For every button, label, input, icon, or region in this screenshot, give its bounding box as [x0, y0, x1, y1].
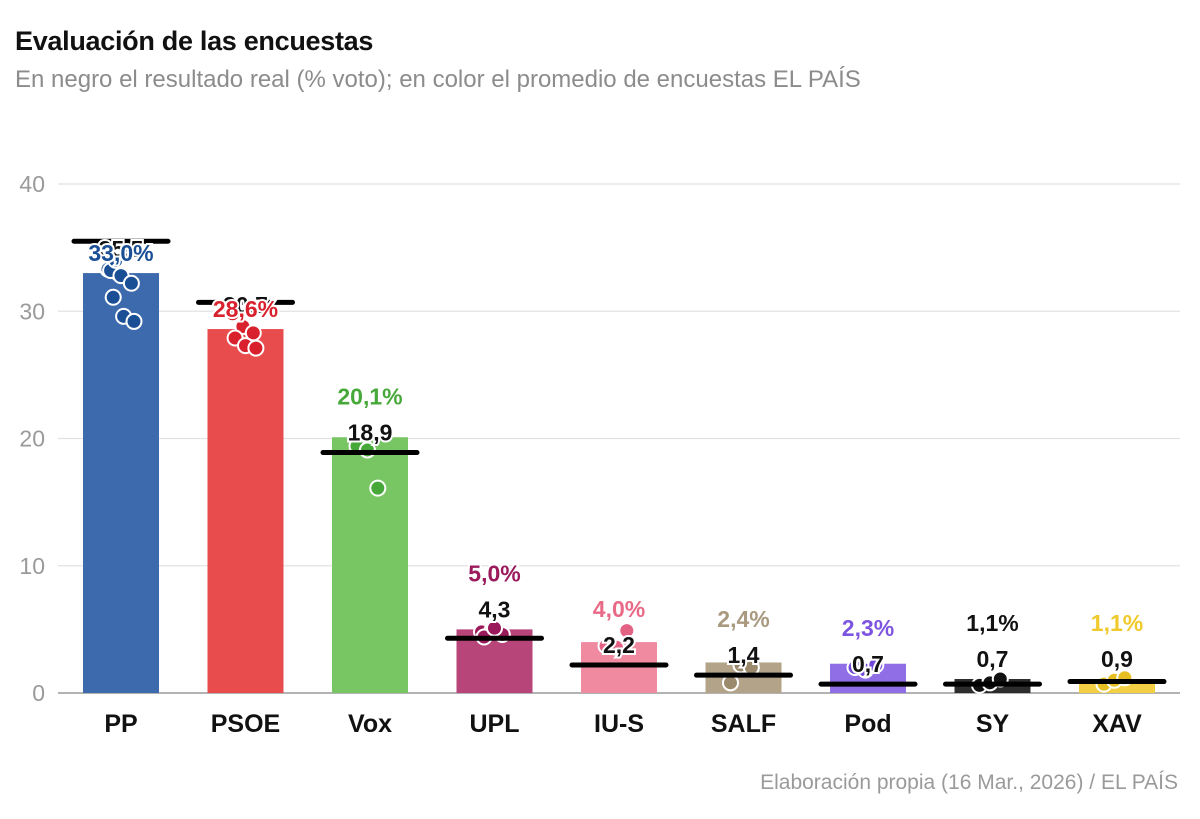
poll-point-pp: [122, 274, 140, 292]
poll-average-label-sy: 1,1%: [966, 610, 1018, 636]
poll-average-label-vox: 20,1%: [337, 383, 402, 409]
poll-average-label-pod: 2,3%: [842, 615, 894, 641]
y-tick-label: 10: [19, 553, 45, 579]
source-note: Elaboración propia (16 Mar., 2026) / EL …: [760, 771, 1178, 794]
bar-vox: [332, 437, 408, 693]
axis-labels: 0 10 20 30 40 PP PSOE Vox UPL IU-S SALF Pod SY XAV: [19, 171, 1142, 738]
poll-point-iu-s: [618, 622, 636, 640]
poll-average-label-pp: 33,0%: [88, 240, 153, 266]
poll-average-label-upl: 5,0%: [468, 560, 520, 586]
poll-average-label-xav: 1,1%: [1091, 610, 1143, 636]
poll-point-pod: [867, 656, 885, 674]
y-tick-label: 20: [19, 426, 45, 452]
poll-point-pp: [104, 288, 122, 306]
poll-point-pp: [125, 312, 143, 330]
poll-point-psoe: [224, 305, 241, 323]
result-label-psoe: 30,7: [223, 292, 268, 318]
poll-point-psoe: [247, 339, 265, 357]
poll-point-pp: [120, 242, 138, 260]
bar-psoe: [207, 329, 284, 693]
bar-pp: [83, 273, 159, 693]
poll-point-iu-s: [607, 638, 625, 656]
x-category-label: PSOE: [211, 710, 280, 738]
result-label-iu-s: 2,2: [603, 632, 635, 658]
poll-average-label-iu-s: 4,0%: [593, 596, 645, 622]
poll-point-upl: [486, 619, 503, 637]
result-label-salf: 1,4: [728, 642, 760, 668]
chart-subtitle: En negro el resultado real (% voto); en …: [15, 66, 861, 93]
result-label-pod: 0,7: [852, 651, 884, 677]
bars-layer: [83, 273, 1155, 693]
x-category-label: UPL: [470, 710, 520, 738]
result-label-upl: 4,3: [479, 596, 511, 622]
poll-point-pp: [107, 251, 125, 269]
poll-point-vox: [369, 479, 387, 497]
value-labels-layer: 35,533,0% 30,728,6% 18,9 20,1% 4,3 5,0% 2,2 4,0…: [86, 234, 1145, 679]
result-lines-layer: [71, 238, 1167, 687]
x-category-label: SALF: [711, 710, 776, 738]
x-category-label: SY: [976, 710, 1010, 738]
chart-title: Evaluación de las encuestas: [15, 26, 374, 56]
y-tick-label: 30: [19, 298, 45, 324]
x-category-label: PP: [104, 710, 137, 738]
y-tick-label: 0: [32, 680, 45, 706]
result-label-sy: 0,7: [977, 646, 1009, 672]
poll-average-label-psoe: 28,6%: [213, 296, 278, 322]
x-category-label: IU-S: [594, 710, 644, 738]
result-label-pp: 35,5: [99, 236, 144, 262]
x-category-label: Pod: [844, 710, 891, 738]
poll-average-label-salf: 2,4%: [717, 606, 769, 632]
x-category-label: XAV: [1092, 710, 1142, 738]
x-category-label: Vox: [348, 710, 392, 738]
result-label-vox: 18,9: [348, 419, 393, 445]
result-label-xav: 0,9: [1101, 646, 1133, 672]
y-tick-label: 40: [19, 171, 45, 197]
